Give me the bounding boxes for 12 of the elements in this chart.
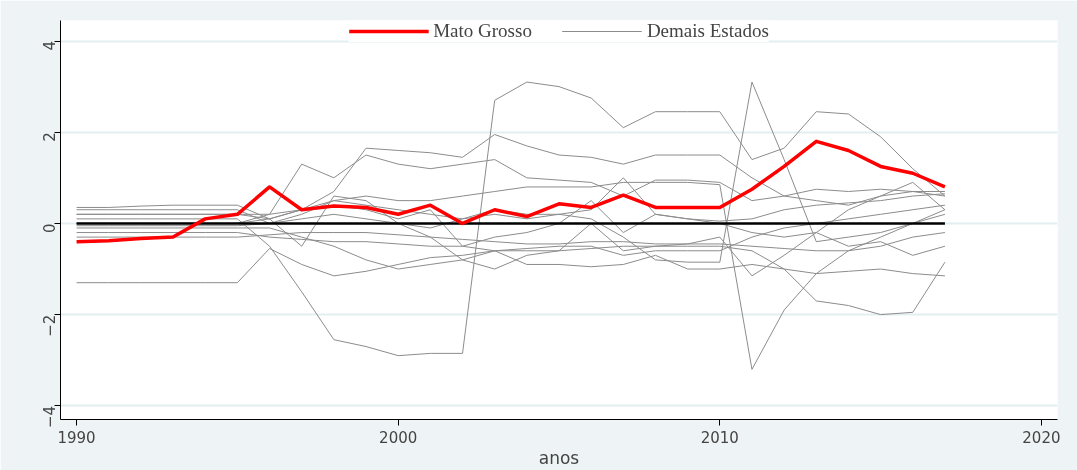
y-tick-label: 2 [41,132,60,142]
legend-label: Mato Grosso [433,20,532,42]
x-tick-label: 2000 [379,428,418,447]
legend-label: Demais Estados [646,20,769,42]
x-tick-label: 2010 [700,428,739,447]
y-tick-label: −4 [41,405,60,428]
x-axis-title: anos [538,447,580,468]
x-tick-label: 2020 [1022,428,1061,447]
y-tick-label: 4 [41,41,60,51]
y-tick-label: 0 [41,223,60,233]
y-tick-label: −2 [41,314,60,337]
x-tick-label: 1990 [57,428,96,447]
